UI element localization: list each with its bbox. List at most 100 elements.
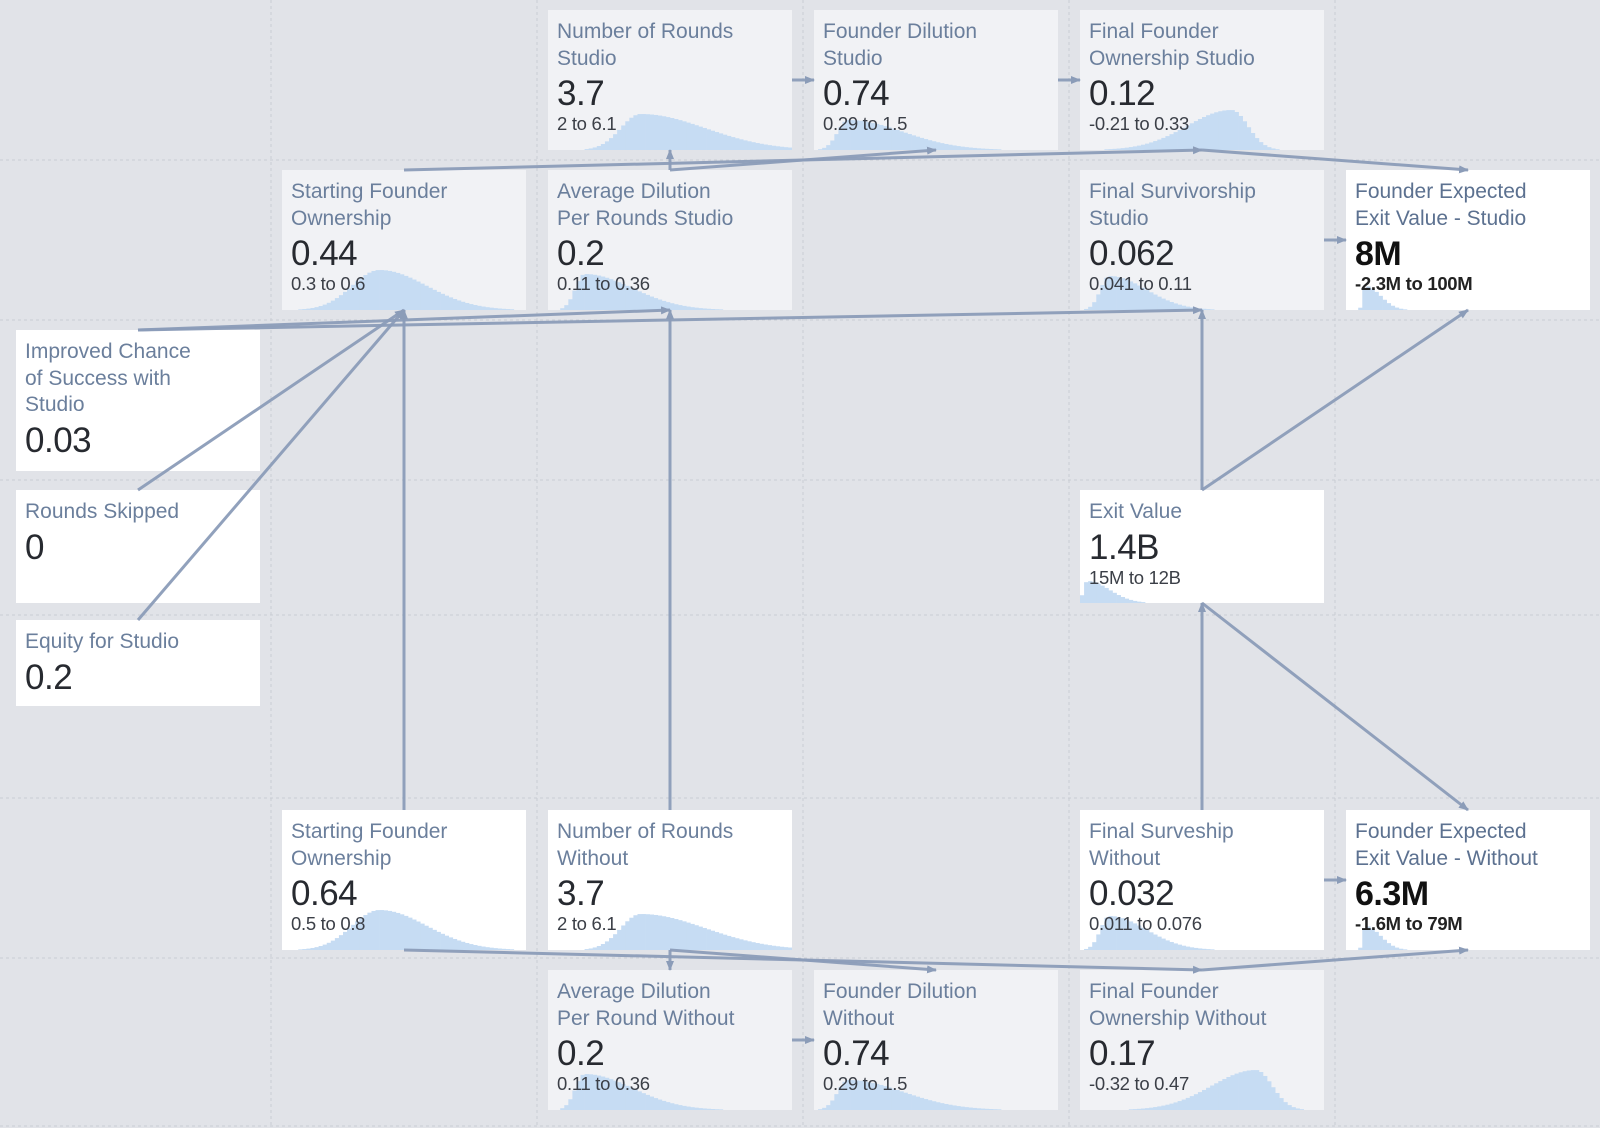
node-final-own-without[interactable]: Final Founder Ownership Without 0.17 -0.32 … xyxy=(1080,970,1324,1110)
histogram-bar xyxy=(964,1107,969,1110)
node-exit-value[interactable]: Exit Value 1.4B 15M to 12B xyxy=(1080,490,1324,603)
node-value: 0.17 xyxy=(1089,1034,1156,1073)
histogram-bar xyxy=(420,923,425,950)
histogram-bar xyxy=(690,1107,695,1110)
distribution-histogram xyxy=(818,120,1002,150)
histogram-bar xyxy=(428,927,433,950)
histogram-bar xyxy=(485,307,490,310)
histogram-bar xyxy=(956,1106,961,1110)
histogram-bar xyxy=(1092,582,1097,603)
histogram-bar xyxy=(489,947,494,950)
histogram-bar xyxy=(588,948,594,950)
arrow-improved-chance-to-final-surv-studio xyxy=(137,306,1203,332)
histogram-bar xyxy=(887,1087,892,1110)
node-start-own-studio[interactable]: Starting Founder Ownership 0.44 0.3 to 0.6 xyxy=(282,170,526,310)
node-dilution-without[interactable]: Founder Dilution Without 0.74 0.29 to 1.5 xyxy=(814,970,1058,1110)
histogram-bar xyxy=(592,947,598,950)
histogram-bar xyxy=(637,914,642,950)
histogram-bar xyxy=(923,1099,929,1110)
node-equity-studio[interactable]: Equity for Studio 0.2 xyxy=(16,620,260,706)
histogram-bar xyxy=(351,284,356,310)
histogram-bar xyxy=(302,309,307,310)
histogram-bar xyxy=(592,1074,598,1110)
node-title-line: Studio xyxy=(557,46,617,70)
node-fev-without[interactable]: Founder Expected Exit Value - Without 6.3M… xyxy=(1346,810,1590,950)
node-fev-studio[interactable]: Founder Expected Exit Value - Studio 8M -2.… xyxy=(1346,170,1590,310)
histogram-bar xyxy=(1141,144,1146,150)
node-rounds-without[interactable]: Number of Rounds Without 3.7 2 to 6.1 xyxy=(548,810,792,950)
histogram-bar xyxy=(657,915,663,950)
histogram-bar xyxy=(714,1109,720,1110)
histogram-bar xyxy=(448,297,454,310)
histogram-bar xyxy=(588,1074,594,1110)
histogram-bar xyxy=(621,284,626,310)
histogram-bar xyxy=(1088,581,1093,603)
node-avg-dil-without[interactable]: Average Dilution Per Round Without 0.2 0.11… xyxy=(548,970,792,1110)
histogram-bar xyxy=(330,940,336,950)
histogram-bar xyxy=(1149,142,1154,150)
histogram-bar xyxy=(568,1099,573,1110)
histogram-bar xyxy=(1157,1106,1162,1110)
node-final-own-studio[interactable]: Final Founder Ownership Studio 0.12 -0.21 t… xyxy=(1080,10,1324,150)
node-title: Equity for Studio xyxy=(25,629,250,656)
histogram-bar xyxy=(787,947,792,950)
histogram-bar xyxy=(1145,290,1150,310)
histogram-bar xyxy=(771,145,777,150)
histogram-bar xyxy=(775,946,781,950)
histogram-bar xyxy=(629,1087,634,1110)
node-value: 0.2 xyxy=(557,234,605,273)
histogram-bar xyxy=(927,1100,933,1110)
histogram-bar xyxy=(1177,944,1182,950)
histogram-bar xyxy=(1263,1075,1268,1110)
node-value: 3.7 xyxy=(557,74,605,113)
histogram-bar xyxy=(584,274,589,310)
node-rounds-skipped[interactable]: Rounds Skipped 0 xyxy=(16,490,260,603)
node-final-surv-without[interactable]: Final Surveship Without 0.032 0.011 to 0.07… xyxy=(1080,810,1324,950)
histogram-bar xyxy=(617,929,622,950)
histogram-bar xyxy=(1165,300,1170,310)
histogram-bar xyxy=(489,307,494,310)
histogram-bar xyxy=(1402,309,1408,310)
node-start-own-without[interactable]: Starting Founder Ownership 0.64 0.5 to 0.8 xyxy=(282,810,526,950)
node-final-surv-studio[interactable]: Final Survivorship Studio 0.062 0.041 to 0.… xyxy=(1080,170,1324,310)
histogram-bar xyxy=(686,1106,691,1110)
node-title: Final Survivorship Studio xyxy=(1089,179,1314,232)
node-avg-dil-studio[interactable]: Average Dilution Per Rounds Studio 0.2 0.11… xyxy=(548,170,792,310)
histogram-bar xyxy=(1197,948,1203,950)
histogram-bar xyxy=(1374,931,1379,950)
histogram-bar xyxy=(1084,948,1089,950)
histogram-bar xyxy=(879,124,884,150)
histogram-bar xyxy=(875,123,880,150)
node-title: Average Dilution Per Round Without xyxy=(557,979,782,1032)
node-improved-chance[interactable]: Improved Chance of Success with Studio 0.03 xyxy=(16,330,260,471)
histogram-bar xyxy=(456,300,462,310)
histogram-bar xyxy=(1386,303,1392,310)
histogram-bar xyxy=(1116,277,1121,310)
histogram-bar xyxy=(690,307,695,310)
histogram-bar xyxy=(710,130,716,150)
histogram-bar xyxy=(1271,148,1276,150)
histogram-bar xyxy=(1181,945,1187,950)
histogram-bar xyxy=(1145,143,1150,150)
histogram-bar xyxy=(694,925,699,950)
histogram-bar xyxy=(633,915,638,950)
histogram-bar xyxy=(1161,298,1166,310)
histogram-bar xyxy=(604,141,610,150)
node-title-line: Final Surveship xyxy=(1089,820,1234,843)
histogram-bar xyxy=(661,1100,667,1110)
histogram-bar xyxy=(1193,121,1199,150)
histogram-bar xyxy=(1382,299,1387,310)
histogram-bar xyxy=(604,941,610,950)
histogram-bar xyxy=(1120,148,1126,150)
histogram-bar xyxy=(391,271,397,310)
node-rounds-studio[interactable]: Number of Rounds Studio 3.7 2 to 6.1 xyxy=(548,10,792,150)
node-dilution-studio[interactable]: Founder Dilution Studio 0.74 0.29 to 1.5 xyxy=(814,10,1058,150)
distribution-histogram xyxy=(1084,916,1215,950)
histogram-bar xyxy=(448,937,454,950)
histogram-bar xyxy=(710,1109,716,1110)
node-title: Average Dilution Per Rounds Studio xyxy=(557,179,782,232)
histogram-bar xyxy=(846,120,851,150)
arrow-improved-chance-to-avg-dil-studio xyxy=(137,306,671,332)
histogram-bar xyxy=(674,919,679,950)
histogram-bar xyxy=(1132,923,1138,950)
